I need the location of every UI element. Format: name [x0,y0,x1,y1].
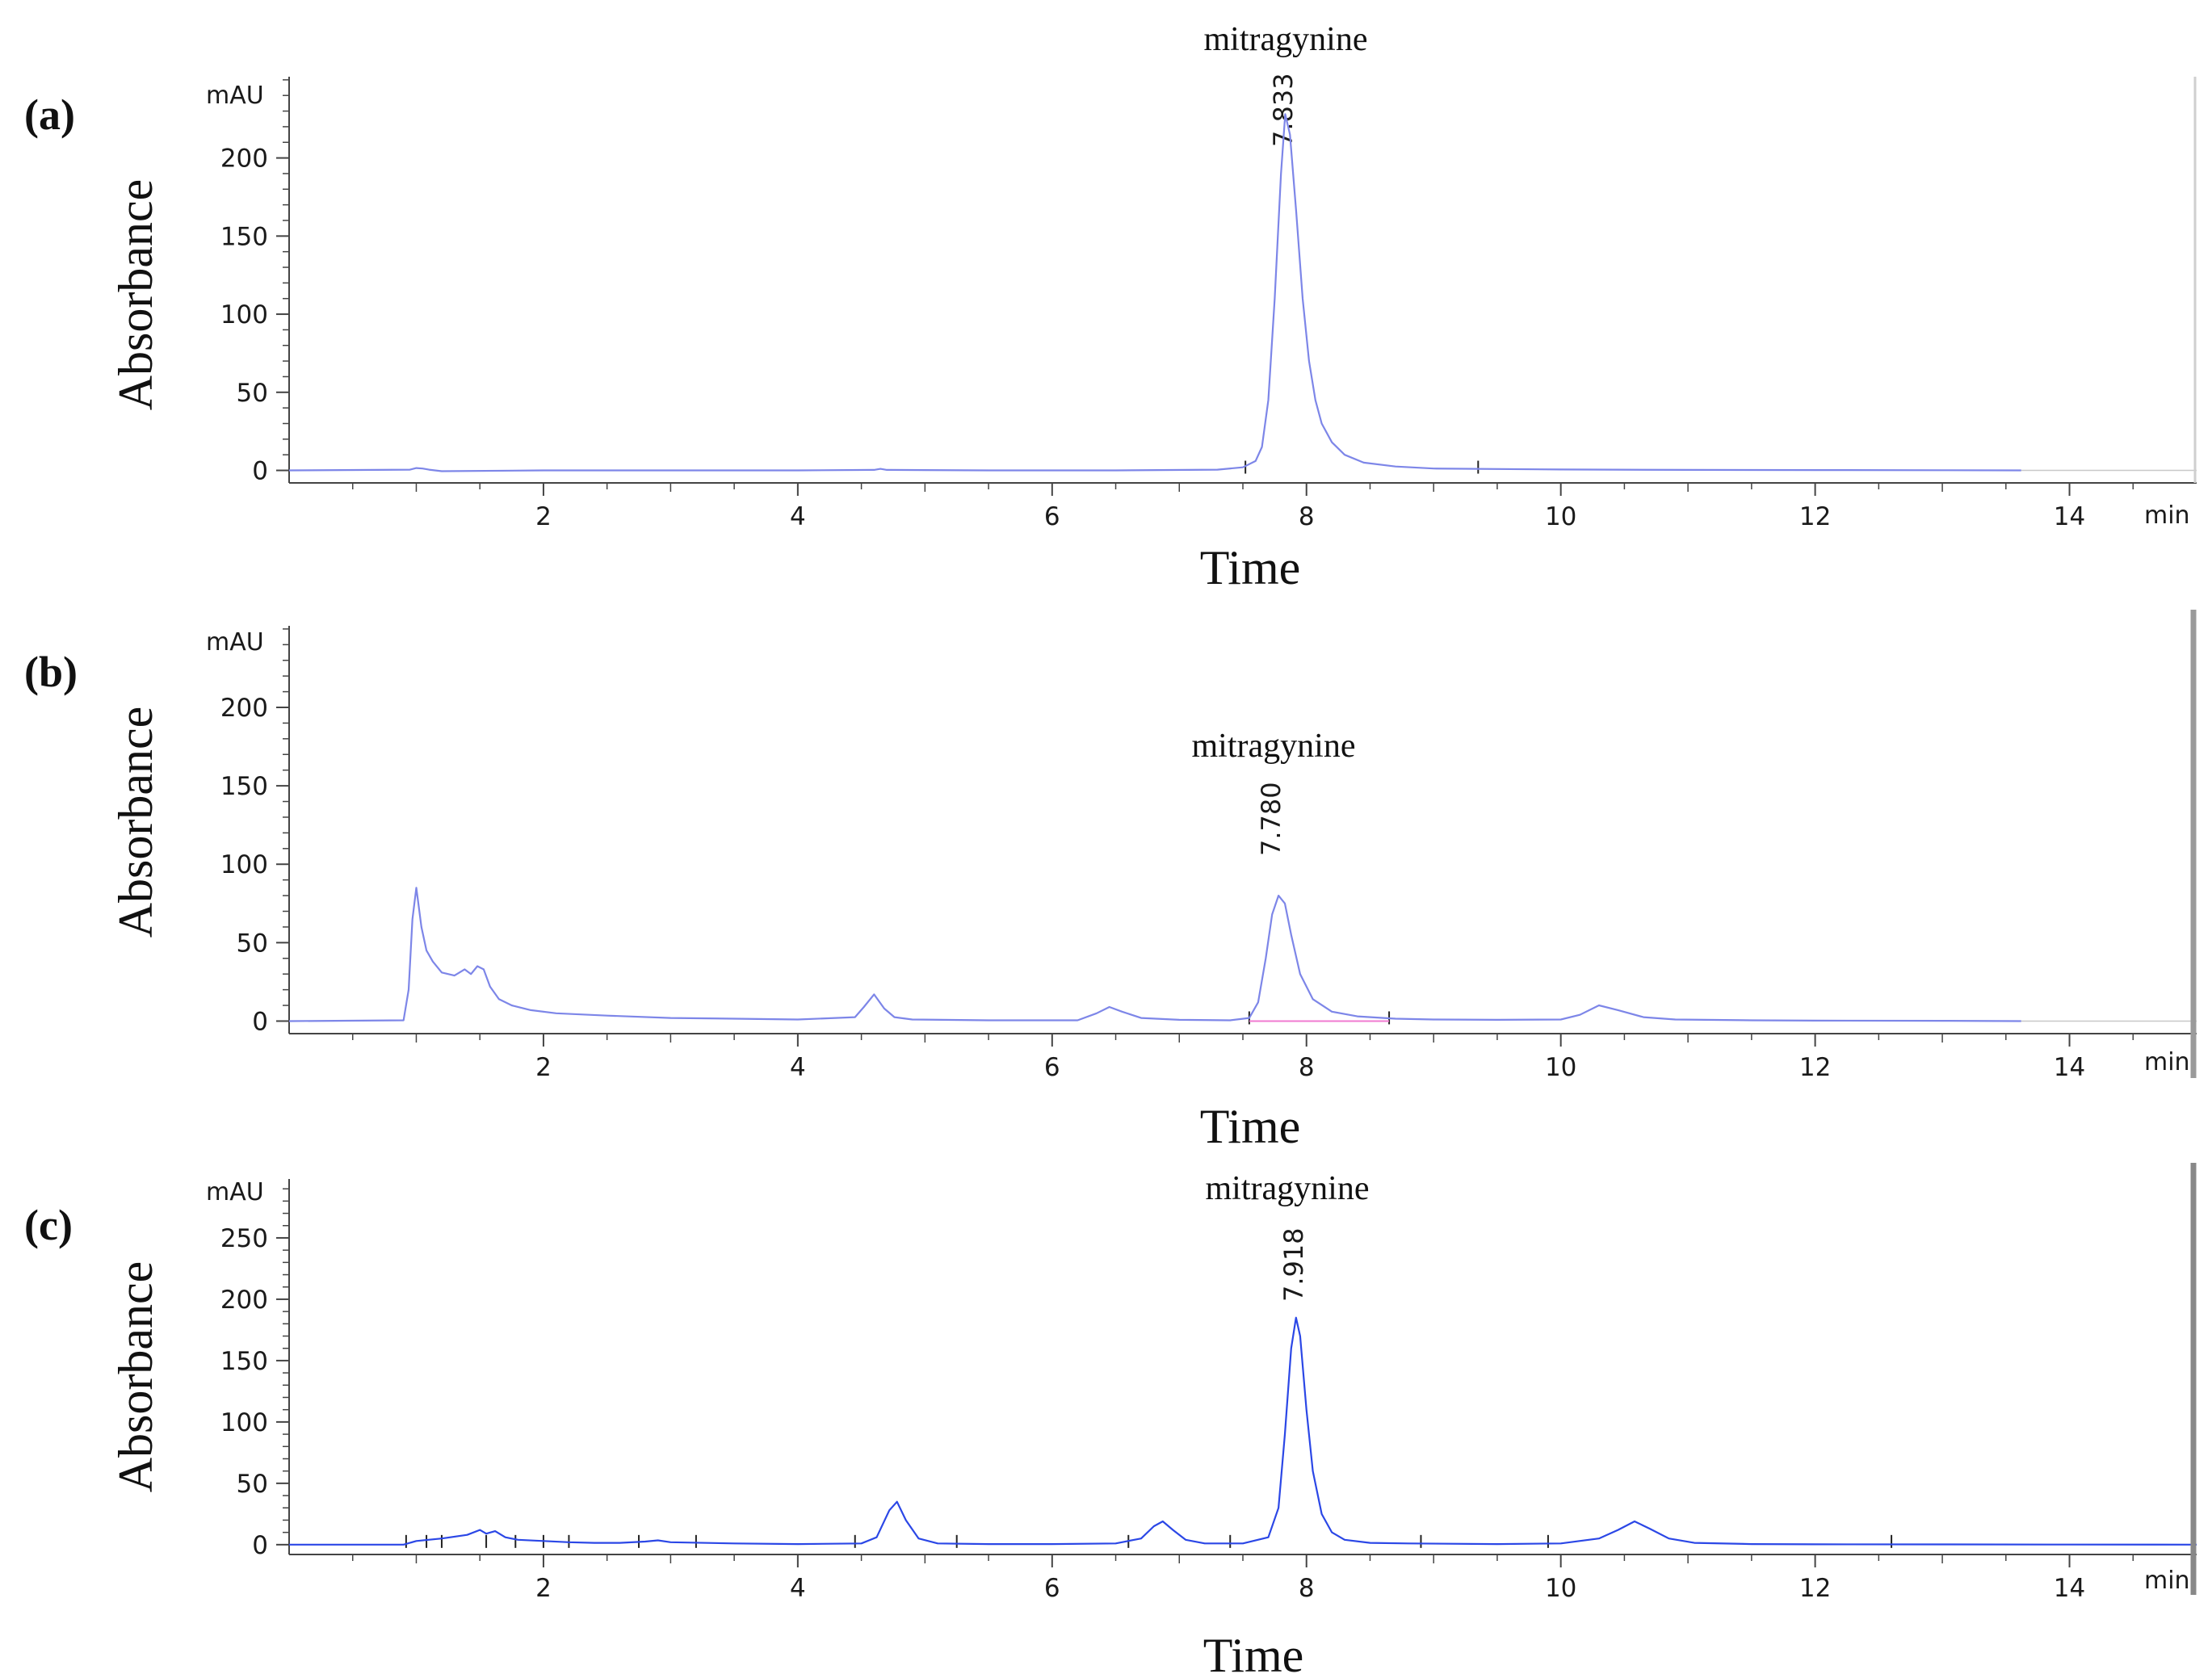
panel-c-y-tick-label: 200 [220,1286,268,1315]
panel-a-label: (a) [24,90,75,139]
panel-c-y-unit: mAU [206,1178,264,1206]
panel-b-trace [288,887,2021,1022]
panel-b-x-tick-label: 6 [1044,1053,1060,1082]
panel-c-x-axis-label: Time [1203,1629,1304,1674]
panel-a-y-axis-label: Absorbance [109,179,162,411]
panel-b-x-tick-label: 10 [1545,1053,1576,1082]
panel-c-y-tick-label: 150 [220,1347,268,1376]
panel-b-label: (b) [24,648,78,696]
panel-b-y-axis-label: Absorbance [109,707,162,938]
panel-c-y-tick-label: 250 [220,1224,268,1253]
panel-a-x-tick-label: 12 [1799,502,1831,531]
panel-c-plot: 0 50 100 150 200 250 2 4 6 8 10 12 14 [220,1163,2197,1603]
panel-a-plot: 0 50 100 150 200 2 4 6 8 10 12 14 [220,77,2197,531]
panel-c-retention-time: 7.918 [1278,1227,1309,1302]
panel-b-x-axis-label: Time [1200,1100,1301,1153]
panel-b-plot: 0 50 100 150 200 2 4 6 8 10 12 14 [220,610,2197,1082]
panel-b-y-tick-label: 150 [220,772,268,801]
panel-c-peak-name: mitragynine [1206,1170,1370,1207]
panel-a-y-tick-label: 0 [252,457,268,486]
panel-a-peak-name: mitragynine [1204,21,1368,58]
panel-a-x-tick-label: 4 [790,502,806,531]
panel-b-x-unit: min [2144,1048,2190,1076]
panel-c-x-tick-label: 2 [535,1574,552,1603]
panel-c-y-tick-label: 50 [237,1470,268,1499]
panel-a-y-tick-label: 100 [220,300,268,329]
panel-c-trace [289,1316,2197,1546]
panel-c-y-tick-label: 0 [252,1531,268,1560]
panel-b-y-unit: mAU [206,628,264,657]
panel-a-x-tick-label: 10 [1545,502,1576,531]
panel-b-retention-time: 7.780 [1256,782,1286,856]
panel-b-y-tick-label: 0 [252,1007,268,1036]
panel-a-x-tick-label: 6 [1044,502,1060,531]
panel-a-y-tick-label: 200 [220,145,268,174]
panel-b-x-tick-label: 2 [535,1053,552,1082]
panel-b-y-tick-label: 100 [220,850,268,879]
panel-a-x-tick-label: 14 [2054,502,2085,531]
panel-c-x-tick-label: 12 [1799,1574,1831,1603]
panel-a-trace [288,113,2021,472]
panel-c-x-tick-label: 10 [1545,1574,1576,1603]
panel-b-x-tick-label: 4 [790,1053,806,1082]
panel-b-y-tick-label: 200 [220,694,268,723]
panel-a-x-axis-label: Time [1200,541,1301,594]
panel-b-x-tick-label: 8 [1299,1053,1315,1082]
panel-c-x-tick-label: 8 [1299,1574,1315,1603]
panel-c-x-tick-label: 4 [790,1574,806,1603]
panel-a-y-tick-label: 50 [237,379,268,408]
panel-b-x-tick-label: 12 [1799,1053,1831,1082]
panel-c-x-tick-label: 6 [1044,1574,1060,1603]
panel-b-y-tick-label: 50 [237,929,268,958]
panel-c-label: (c) [24,1201,73,1249]
panel-c-y-tick-label: 100 [220,1408,268,1437]
panel-a-x-tick-label: 2 [535,502,552,531]
panel-b-peak-name: mitragynine [1192,728,1356,765]
panel-c-y-axis-label: Absorbance [109,1261,162,1493]
panel-a-y-tick-label: 150 [220,222,268,251]
panel-c-x-tick-label: 14 [2054,1574,2085,1603]
panel-b-x-tick-label: 14 [2054,1053,2085,1082]
panel-b: (b) Absorbance mAU min Time mitragynine … [24,610,2197,1153]
panel-a-x-tick-label: 8 [1299,502,1315,531]
panel-a-y-unit: mAU [206,82,264,110]
panel-a: (a) Absorbance mAU min Time mitragynine … [24,21,2197,594]
panel-c-x-unit: min [2144,1567,2190,1595]
panel-c: (c) Absorbance mAU min Time mitragynine … [24,1163,2197,1674]
panel-a-x-unit: min [2144,501,2190,530]
